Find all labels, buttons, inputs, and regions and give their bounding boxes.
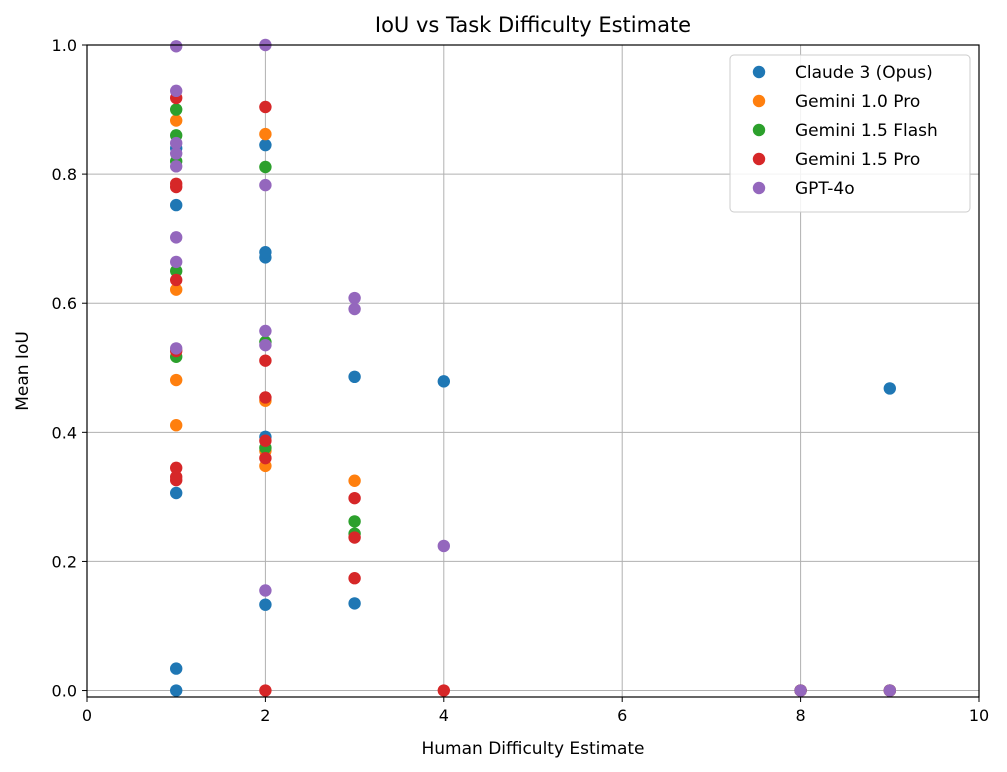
- legend-label: GPT-4o: [795, 179, 855, 199]
- scatter-point: [170, 114, 183, 127]
- y-tick-label: 0.0: [52, 682, 77, 701]
- legend-label: Gemini 1.5 Pro: [795, 150, 920, 170]
- scatter-point: [794, 684, 807, 697]
- scatter-point: [259, 100, 272, 114]
- y-axis-title: Mean IoU: [13, 331, 33, 411]
- scatter-point: [259, 451, 272, 465]
- scatter-point: [170, 160, 183, 173]
- series-0: [170, 138, 896, 697]
- scatter-point: [259, 178, 272, 192]
- scatter-point: [348, 291, 361, 305]
- scatter-point: [170, 684, 183, 697]
- legend-marker: [752, 94, 766, 108]
- scatter-point: [170, 103, 183, 116]
- x-tick-label: 10: [969, 706, 989, 725]
- scatter-point: [437, 684, 450, 697]
- scatter-point: [348, 515, 361, 528]
- scatter-point: [170, 255, 183, 269]
- x-tick-label: 4: [439, 706, 449, 725]
- scatter-point: [170, 373, 183, 387]
- scatter-point: [259, 598, 272, 611]
- scatter-point: [348, 370, 361, 384]
- scatter-point: [259, 160, 272, 174]
- plot-frame: [86, 44, 980, 698]
- scatter-point: [170, 84, 183, 98]
- scatter-point: [259, 391, 272, 404]
- scatter-point: [259, 434, 272, 447]
- scatter-point: [170, 136, 183, 150]
- scatter-point: [348, 531, 361, 544]
- scatter-point: [170, 198, 183, 212]
- scatter-point: [170, 486, 183, 500]
- chart-title: IoU vs Task Difficulty Estimate: [375, 13, 691, 37]
- scatter-point: [259, 338, 272, 352]
- x-axis-title: Human Difficulty Estimate: [421, 739, 644, 759]
- legend-box: [729, 54, 971, 213]
- scatter-point: [170, 40, 183, 53]
- scatter-point: [437, 539, 450, 553]
- scatter-point: [348, 597, 361, 610]
- scatter-point: [170, 231, 183, 244]
- scatter-point: [348, 474, 361, 487]
- scatter-point: [170, 461, 183, 475]
- legend-marker: [752, 152, 766, 166]
- legend-label: Claude 3 (Opus): [795, 63, 933, 83]
- data-points: [170, 38, 896, 697]
- legend-marker: [752, 65, 766, 79]
- scatter-point: [170, 147, 183, 160]
- x-tick-label: 8: [796, 706, 806, 725]
- scatter-point: [170, 342, 183, 355]
- x-tick-label: 2: [260, 706, 270, 725]
- scatter-point: [259, 324, 272, 338]
- y-tick-label: 0.2: [52, 552, 77, 571]
- scatter-point: [170, 177, 183, 190]
- legend-marker: [752, 181, 766, 195]
- scatter-point: [259, 138, 272, 152]
- scatter-point: [883, 382, 896, 395]
- scatter-point: [170, 264, 183, 278]
- scatter-point: [259, 584, 272, 597]
- scatter-point: [259, 127, 272, 141]
- scatter-point: [259, 246, 272, 259]
- scatter-point: [348, 572, 361, 585]
- legend-label: Gemini 1.5 Flash: [795, 121, 938, 141]
- x-tick-label: 6: [617, 706, 627, 725]
- legend: Claude 3 (Opus) Gemini 1.0 Pro Gemini 1.5 …: [729, 54, 971, 213]
- x-tick-label: 0: [82, 706, 92, 725]
- scatter-point: [170, 283, 183, 296]
- scatter-point: [883, 684, 896, 697]
- axis-ticks: 0 2 4 6 8 10 0.0 0.2 0.4 0.6 0.8 1.0: [52, 36, 990, 725]
- y-tick-label: 0.8: [52, 165, 77, 184]
- scatter-point: [348, 491, 361, 505]
- legend-marker: [752, 123, 766, 137]
- scatter-point: [259, 684, 272, 697]
- scatter-point: [170, 273, 183, 287]
- scatter-point: [259, 354, 272, 367]
- scatter-point: [170, 470, 183, 484]
- scatter-point: [170, 662, 183, 675]
- y-tick-label: 0.4: [52, 423, 77, 442]
- legend-label: Gemini 1.0 Pro: [795, 92, 920, 112]
- scatter-point: [348, 302, 361, 316]
- y-tick-label: 1.0: [52, 36, 77, 55]
- scatter-point: [437, 375, 450, 388]
- scatter-point: [170, 419, 183, 432]
- series-4: [170, 38, 896, 697]
- y-tick-label: 0.6: [52, 294, 77, 313]
